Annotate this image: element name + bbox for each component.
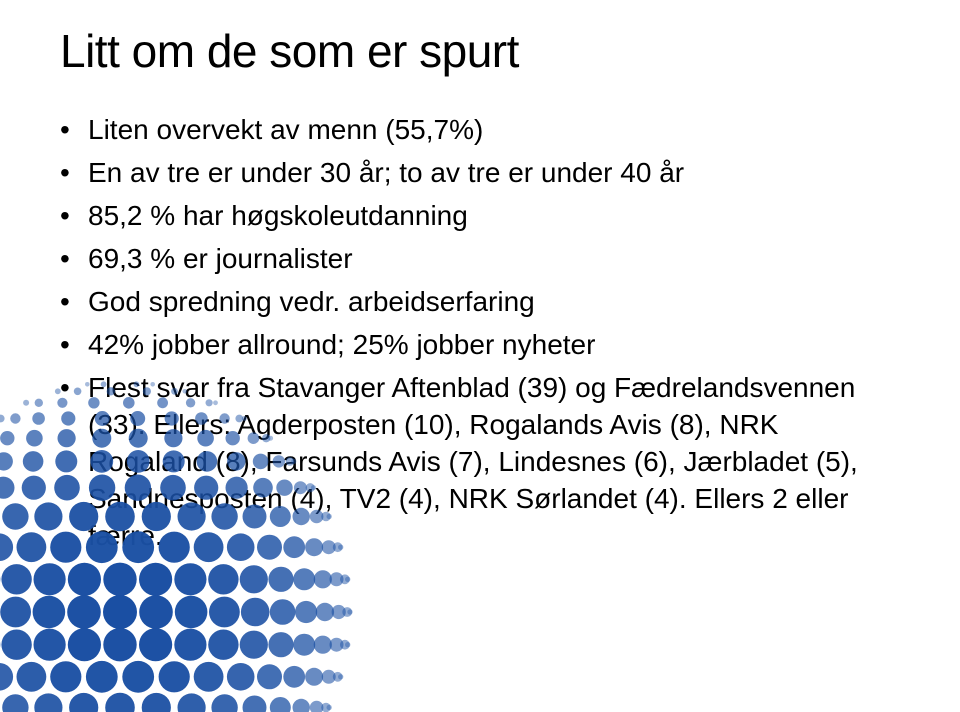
list-item: En av tre er under 30 år; to av tre er u…: [60, 155, 880, 192]
list-item: God spredning vedr. arbeidserfaring: [60, 284, 880, 321]
list-item: Flest svar fra Stavanger Aftenblad (39) …: [60, 370, 880, 555]
slide: Litt om de som er spurt Liten overvekt a…: [0, 0, 960, 712]
list-item: 85,2 % har høgskoleutdanning: [60, 198, 880, 235]
list-item: 42% jobber allround; 25% jobber nyheter: [60, 327, 880, 364]
list-item: 69,3 % er journalister: [60, 241, 880, 278]
bullet-list: Liten overvekt av menn (55,7%) En av tre…: [60, 112, 880, 554]
slide-title: Litt om de som er spurt: [60, 24, 900, 78]
list-item: Liten overvekt av menn (55,7%): [60, 112, 880, 149]
